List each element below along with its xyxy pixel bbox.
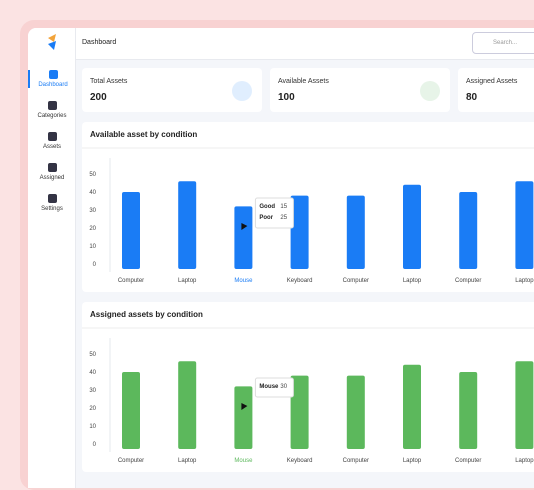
tooltip-label: Mouse (259, 384, 279, 390)
x-tick-label: Laptop (515, 278, 534, 284)
bar (178, 361, 197, 449)
nav-item[interactable]: Assigned (28, 163, 76, 181)
y-tick-label: 30 (89, 388, 96, 394)
bar (515, 181, 534, 269)
bar (234, 386, 253, 449)
y-tick-label: 50 (89, 172, 96, 178)
y-tick-label: 20 (89, 226, 96, 232)
nav-item[interactable]: Dashboard (28, 70, 76, 88)
cursor (241, 223, 248, 230)
x-tick-label: Computer (343, 458, 369, 464)
bar (290, 195, 309, 269)
tooltip (254, 377, 294, 398)
y-tick-label: 10 (89, 244, 96, 250)
tooltip-value: 30 (280, 384, 287, 390)
bar (346, 375, 365, 449)
page-title: Dashboard (82, 39, 117, 46)
nav-label: Categories (37, 113, 67, 119)
chart-panel: Available asset by condition 0 10 20 30 40 50 C… (82, 122, 534, 292)
nav-item[interactable]: Categories (28, 101, 76, 119)
x-tick-label: Computer (118, 458, 144, 464)
x-tick-label: Laptop (178, 278, 197, 284)
stat-icon (420, 81, 440, 101)
nav-icon (47, 132, 57, 141)
bar (234, 206, 253, 269)
stat-card: Available Assets 100 (270, 68, 450, 112)
app: Dashboard Categories Assets Assigned Setting… (28, 28, 534, 488)
stat-value: 80 (466, 92, 478, 103)
nav-label: Dashboard (38, 82, 68, 88)
tooltip-label: Poor (259, 215, 273, 221)
bar (515, 361, 534, 449)
x-tick-label: Computer (118, 278, 144, 284)
tooltip-value: 15 (280, 204, 287, 210)
stat-card: Assigned Assets 80 (458, 68, 534, 112)
y-tick-label: 40 (89, 370, 96, 376)
tooltip-value: 25 (280, 215, 287, 221)
nav-item[interactable]: Assets (28, 132, 76, 150)
stat-icon (232, 81, 252, 101)
sidebar: Dashboard Categories Assets Assigned Setting… (28, 28, 76, 488)
stat-label: Assigned Assets (466, 78, 518, 85)
search-box[interactable]: Search... (472, 32, 534, 54)
chart-title: Available asset by condition (90, 130, 197, 139)
nav-label: Assets (42, 144, 61, 150)
chart-panel: Assigned assets by condition 0 10 20 30 40 50 C… (82, 302, 534, 472)
bar (403, 184, 421, 269)
bar (346, 195, 365, 269)
x-tick-label: Laptop (515, 458, 534, 464)
bar (403, 364, 421, 449)
tooltip-label: Good (259, 204, 275, 210)
x-tick-label: Laptop (178, 458, 197, 464)
page: Dashboard Categories Assets Assigned Setting… (20, 20, 534, 490)
y-tick-label: 0 (93, 262, 97, 268)
logo (48, 34, 56, 50)
bar (459, 192, 478, 269)
x-tick-label: Keyboard (287, 458, 313, 464)
nav-icon (47, 163, 57, 172)
y-tick-label: 20 (89, 406, 96, 412)
tooltip (254, 197, 294, 229)
nav-item[interactable]: Settings (28, 194, 76, 212)
y-tick-label: 40 (89, 190, 96, 196)
x-tick-label: Mouse (234, 278, 253, 284)
bar (178, 181, 197, 269)
x-tick-label: Mouse (234, 458, 253, 464)
x-tick-label: Computer (455, 278, 481, 284)
chart: Assigned assets by condition 0 10 20 30 40 50 C… (82, 310, 534, 464)
x-tick-label: Keyboard (287, 278, 313, 284)
nav-icon (47, 194, 57, 203)
stat-value: 200 (90, 92, 107, 103)
stat-label: Total Assets (90, 78, 128, 85)
x-tick-label: Computer (343, 278, 369, 284)
topbar: Dashboard Search... (76, 28, 534, 60)
bar (290, 375, 309, 449)
stat-label: Available Assets (278, 78, 329, 85)
cursor (241, 403, 248, 410)
chart-title: Assigned assets by condition (90, 310, 203, 319)
stat-value: 100 (278, 92, 295, 103)
y-tick-label: 50 (89, 352, 96, 358)
x-tick-label: Laptop (403, 458, 422, 464)
bar (122, 372, 140, 449)
x-tick-label: Computer (455, 458, 481, 464)
y-tick-label: 30 (89, 208, 96, 214)
nav-icon (47, 101, 57, 110)
x-tick-label: Laptop (403, 278, 422, 284)
y-tick-label: 0 (93, 442, 97, 448)
chart: Available asset by condition 0 10 20 30 40 50 C… (82, 130, 534, 284)
bar (122, 192, 140, 269)
nav-icon (48, 70, 58, 79)
nav-label: Assigned (39, 175, 65, 181)
bar (459, 372, 478, 449)
nav-label: Settings (41, 206, 63, 212)
y-tick-label: 10 (89, 424, 96, 430)
stat-card: Total Assets 200 (82, 68, 262, 112)
